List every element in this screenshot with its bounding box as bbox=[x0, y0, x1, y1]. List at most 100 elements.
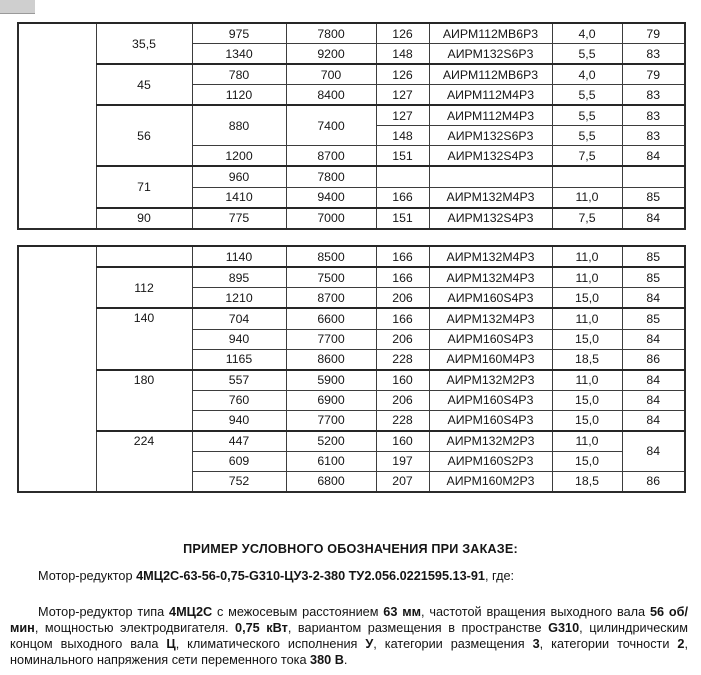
value-cell: 7400 bbox=[285, 104, 377, 147]
value-cell: 126 bbox=[375, 63, 430, 86]
text-segment: , где: bbox=[484, 569, 515, 583]
order-example-heading: ПРИМЕР УСЛОВНОГО ОБОЗНАЧЕНИЯ ПРИ ЗАКАЗЕ: bbox=[183, 542, 518, 556]
table-row: 1340 9200 148 АИРМ132S6Р3 5,5 83 bbox=[18, 43, 686, 65]
value-cell: 960 bbox=[191, 165, 287, 188]
value-cell: 11,0 bbox=[551, 368, 623, 391]
motor-type-cell: АИРМ132М4Р3 bbox=[428, 186, 553, 209]
value-cell: 895 bbox=[191, 266, 287, 289]
value-cell: 83 bbox=[621, 104, 686, 127]
scan-artifact bbox=[0, 0, 35, 14]
value-cell: 15,0 bbox=[551, 287, 623, 309]
value-cell: 85 bbox=[621, 186, 686, 209]
bold-text-segment: 56 об/мин bbox=[10, 605, 688, 636]
value-cell: 85 bbox=[621, 307, 686, 330]
value-cell: 86 bbox=[621, 470, 686, 493]
value-cell: 84 bbox=[621, 409, 686, 432]
value-cell: 148 bbox=[375, 125, 430, 147]
bold-text-segment: 4МЦ2С bbox=[169, 605, 213, 619]
value-cell: 1410 bbox=[191, 186, 287, 209]
bold-text-segment: G310 bbox=[548, 621, 580, 636]
value-cell: 11,0 bbox=[551, 307, 623, 330]
text-segment: , частотой вращения выходного вала bbox=[421, 605, 650, 619]
bold-text-segment: 2 bbox=[677, 637, 685, 652]
motor-type-cell: АИРМ160S4Р3 bbox=[428, 328, 553, 350]
value-cell: 7,5 bbox=[551, 145, 623, 167]
motor-type-cell: АИРМ160S4Р3 bbox=[428, 409, 553, 432]
value-cell: 7,5 bbox=[551, 206, 623, 230]
motor-type-cell: АИРМ112МВ6Р3 bbox=[428, 22, 553, 45]
value-cell: 8600 bbox=[285, 348, 377, 371]
ratio-cell: 45 bbox=[95, 63, 193, 106]
value-cell: 84 bbox=[621, 328, 686, 350]
ratio-cell: 224 bbox=[95, 429, 193, 493]
value-cell: 5,5 bbox=[551, 43, 623, 65]
motor-type-cell: АИРМ112М4Р3 bbox=[428, 84, 553, 106]
value-cell: 4,0 bbox=[551, 63, 623, 86]
value-cell: 84 bbox=[621, 429, 686, 472]
value-cell: 880 bbox=[191, 104, 287, 147]
value-cell: 84 bbox=[621, 145, 686, 167]
ratio-cell: 112 bbox=[95, 266, 193, 309]
table-row: 1140 8500 166 АИРМ132М4Р3 11,0 85 bbox=[17, 244, 686, 493]
value-cell: 7700 bbox=[285, 409, 377, 432]
text-segment: , мощностью электродвигателя. bbox=[34, 621, 236, 636]
bold-text-segment: Ц bbox=[166, 637, 176, 652]
motor-type-cell: АИРМ160М4Р3 bbox=[428, 348, 553, 371]
motor-type-cell: АИРМ160S2Р3 bbox=[428, 450, 553, 472]
table-row: 140 704 6600 166 АИРМ132М4Р3 11,0 85 bbox=[18, 307, 686, 371]
value-cell: 18,5 bbox=[551, 348, 623, 371]
value-cell: 166 bbox=[375, 266, 430, 289]
value-cell: 5,5 bbox=[551, 125, 623, 147]
table-row: 148 АИРМ132S6Р3 5,5 83 bbox=[18, 125, 686, 147]
value-cell: 207 bbox=[375, 470, 430, 493]
value-cell: 9200 bbox=[285, 43, 377, 65]
table-row: 90 775 7000 151 АИРМ132S4Р3 7,5 84 bbox=[18, 206, 686, 230]
text-segment: с межосевым расстоянием bbox=[212, 605, 384, 619]
value-cell bbox=[621, 165, 686, 188]
value-cell: 166 bbox=[375, 186, 430, 209]
text-segment: , климатического исполнения bbox=[175, 637, 366, 652]
value-cell: 79 bbox=[621, 63, 686, 86]
table-row: 224 447 5200 160 АИРМ132М2Р3 11,0 84 bbox=[18, 429, 686, 493]
value-cell: 79 bbox=[621, 22, 686, 45]
value-cell: 15,0 bbox=[551, 409, 623, 432]
value-cell: 228 bbox=[375, 348, 430, 371]
value-cell: 7000 bbox=[285, 206, 377, 230]
value-cell: 160 bbox=[375, 368, 430, 391]
motor-type-cell: АИРМ132М2Р3 bbox=[428, 368, 553, 391]
value-cell: 775 bbox=[191, 206, 287, 230]
ratio-cell: 71 bbox=[95, 165, 193, 209]
value-cell: 127 bbox=[375, 84, 430, 106]
motor-type-cell: АИРМ112М4Р3 bbox=[428, 104, 553, 127]
value-cell: 1120 bbox=[191, 84, 287, 106]
value-cell: 557 bbox=[191, 368, 287, 391]
value-cell: 8500 bbox=[285, 244, 377, 268]
value-cell: 447 bbox=[191, 429, 287, 452]
spec-table-2: 1140 8500 166 АИРМ132М4Р3 11,0 85 112 895 7500 16… bbox=[17, 244, 686, 493]
ratio-cell: 140 bbox=[95, 307, 193, 371]
motor-type-cell: АИРМ132S6Р3 bbox=[428, 125, 553, 147]
motor-type-cell: АИРМ132S6Р3 bbox=[428, 43, 553, 65]
value-cell: 126 bbox=[375, 22, 430, 45]
table-row: 1410 9400 166 АИРМ132М4Р3 11,0 85 bbox=[18, 186, 686, 209]
value-cell: 609 bbox=[191, 450, 287, 472]
value-cell: 84 bbox=[621, 368, 686, 391]
value-cell: 148 bbox=[375, 43, 430, 65]
value-cell: 1140 bbox=[191, 244, 287, 268]
value-cell: 206 bbox=[375, 389, 430, 411]
value-cell: 5900 bbox=[285, 368, 377, 391]
motor-type-cell: АИРМ132М4Р3 bbox=[428, 307, 553, 330]
value-cell: 84 bbox=[621, 206, 686, 230]
table-row: 35,5 975 7800 126 АИРМ112МВ6Р3 4,0 79 bbox=[17, 21, 686, 230]
value-cell: 7800 bbox=[285, 165, 377, 188]
text-segment: , цилиндрическим концом выходного вала bbox=[10, 621, 688, 652]
motor-type-cell: АИРМ132S4Р3 bbox=[428, 145, 553, 167]
ratio-cell: 90 bbox=[95, 206, 193, 230]
value-cell: 6600 bbox=[285, 307, 377, 330]
value-cell: 7800 bbox=[285, 22, 377, 45]
text-segment: , вариантом размещения в пространстве bbox=[287, 621, 549, 636]
table-row: 609 6100 197 АИРМ160S2Р3 15,0 bbox=[18, 450, 685, 472]
value-cell: 700 bbox=[285, 63, 377, 86]
value-cell: 704 bbox=[191, 307, 287, 330]
table-row: 180 557 5900 160 АИРМ132М2Р3 11,0 84 bbox=[18, 368, 686, 432]
